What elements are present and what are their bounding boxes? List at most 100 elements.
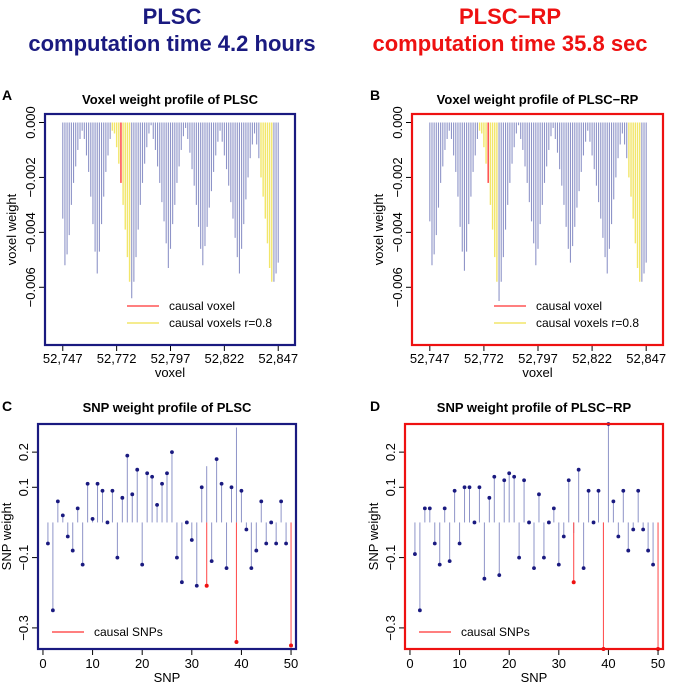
snp-point — [100, 488, 105, 493]
x-tick-label: 40 — [601, 656, 615, 671]
snp-point — [422, 506, 427, 511]
panel-a: A Voxel weight profile of PLSC 0.000 −0.002… — [2, 87, 298, 380]
snp-point — [279, 499, 284, 504]
snp-point — [651, 562, 655, 567]
plot-frame — [36, 422, 298, 651]
right-column-subtitle: computation time 35.8 sec — [372, 31, 647, 56]
snp-point — [214, 457, 219, 462]
plot-frame — [43, 112, 297, 347]
y-tick-label: −0.002 — [390, 157, 405, 197]
y-tick-label: 0.2 — [383, 443, 398, 461]
snp-point — [497, 573, 502, 578]
panel-d: D SNP weight profile of PLSC−RP 0.2 0.1 −0.1… — [366, 398, 665, 685]
x-tick-label: 52,822 — [204, 351, 244, 366]
snp-point — [209, 559, 214, 564]
snp-point — [457, 541, 462, 546]
x-axis-label: voxel — [522, 365, 552, 380]
y-axis-label: SNP weight — [366, 502, 381, 570]
y-tick-label: −0.004 — [23, 212, 38, 252]
snp-point — [432, 541, 437, 546]
panel-title: Voxel weight profile of PLSC — [82, 92, 259, 107]
snp-point — [462, 485, 467, 490]
x-tick-label: 52,822 — [572, 351, 612, 366]
snp-point — [60, 513, 65, 518]
snp-point — [502, 478, 507, 483]
y-axis-label: SNP weight — [0, 502, 14, 570]
x-tick-label: 52,797 — [151, 351, 191, 366]
snp-point — [596, 488, 601, 493]
snp-point — [140, 562, 145, 567]
snp-point — [65, 534, 70, 539]
snp-point — [517, 555, 522, 560]
y-tick-label: 0.000 — [23, 106, 38, 139]
y-tick-label: −0.1 — [16, 545, 31, 571]
snp-point — [264, 541, 269, 546]
y-tick-label: −0.3 — [16, 615, 31, 641]
snp-point — [427, 506, 432, 511]
legend-causal-label: causal SNPs — [461, 625, 530, 639]
legend-causal-label: causal SNPs — [94, 625, 163, 639]
panel-title: SNP weight profile of PLSC−RP — [437, 400, 632, 415]
x-tick-label: 0 — [406, 656, 413, 671]
snp-point — [189, 538, 194, 542]
snp-point — [556, 562, 561, 567]
snp-point — [254, 548, 259, 553]
y-axis-label: voxel weight — [4, 193, 19, 265]
y-tick-label: 0.000 — [390, 106, 405, 139]
y-tick-label: −0.002 — [23, 157, 38, 197]
snp-point — [636, 488, 641, 493]
snp-point — [512, 474, 517, 479]
snp-point — [566, 478, 571, 483]
snp-point — [130, 492, 135, 497]
plot-frame — [403, 422, 665, 651]
snp-point — [155, 502, 159, 507]
x-tick-label: 30 — [185, 656, 199, 671]
panel-c: C SNP weight profile of PLSC 0.2 0.1 −0.1 −0.… — [0, 398, 298, 685]
snp-point — [239, 488, 244, 493]
snp-point — [274, 541, 279, 546]
plot-frame — [410, 112, 665, 347]
snp-point — [537, 492, 541, 497]
x-tick-label: 52,847 — [626, 351, 666, 366]
x-tick-label: 40 — [234, 656, 248, 671]
snp-point — [452, 488, 457, 493]
panel-label: A — [2, 87, 12, 103]
snp-point — [50, 608, 55, 613]
legend-correlated-label: causal voxels r=0.8 — [536, 316, 639, 330]
snp-point — [165, 471, 169, 476]
snp-point — [284, 541, 288, 546]
snp-point — [631, 527, 636, 532]
snp-point — [586, 488, 591, 493]
panel-label: C — [2, 398, 12, 414]
snp-point — [170, 450, 174, 455]
snp-point — [219, 481, 224, 486]
snp-point — [70, 548, 75, 553]
legend-correlated-label: causal voxels r=0.8 — [169, 316, 272, 330]
snp-point — [527, 520, 531, 525]
snp-point — [179, 580, 184, 585]
snp-point — [229, 485, 234, 490]
snp-point — [85, 481, 90, 486]
x-tick-label: 52,772 — [464, 351, 504, 366]
snp-point — [437, 562, 442, 567]
snp-point — [105, 520, 110, 525]
x-axis-label: SNP — [154, 670, 181, 685]
snp-point — [249, 566, 254, 571]
x-tick-label: 52,772 — [97, 351, 137, 366]
snp-point — [477, 485, 482, 490]
snp-point — [576, 467, 581, 472]
snp-point — [80, 562, 85, 567]
snp-point — [115, 555, 120, 560]
snp-point — [561, 534, 566, 539]
right-column-title: PLSC−RP — [459, 4, 561, 29]
snp-point — [75, 506, 80, 511]
x-tick-label: 52,747 — [410, 351, 450, 366]
causal-snp-point — [204, 583, 209, 588]
snp-point — [487, 495, 492, 500]
y-tick-label: 0.2 — [16, 443, 31, 461]
y-tick-label: 0.1 — [383, 478, 398, 496]
snp-point — [259, 499, 264, 504]
left-column-subtitle: computation time 4.2 hours — [28, 31, 315, 56]
snp-point — [194, 583, 199, 588]
snp-point — [621, 488, 626, 493]
